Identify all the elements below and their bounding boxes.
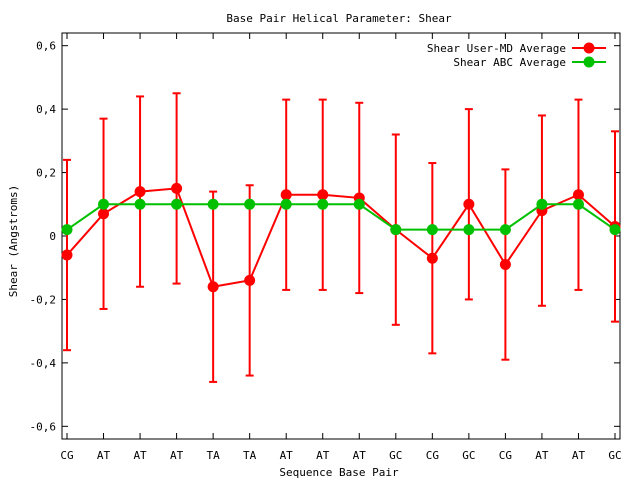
series-line xyxy=(66,203,616,231)
series-line xyxy=(66,187,616,288)
y-tick-label: -0,2 xyxy=(30,293,57,306)
data-point xyxy=(134,198,146,210)
legend-label: Shear ABC Average xyxy=(453,56,566,69)
data-point xyxy=(207,281,219,293)
legend-marker xyxy=(583,42,595,54)
y-tick-label: -0,4 xyxy=(30,357,57,370)
x-axis-label: Sequence Base Pair xyxy=(279,466,399,479)
data-point xyxy=(463,198,475,210)
data-point xyxy=(171,182,183,194)
y-tick-label: 0,2 xyxy=(36,167,56,180)
data-point xyxy=(390,224,402,236)
data-point xyxy=(171,198,183,210)
y-axis-ticks: -0,6 -0,4 -0,2 0 0,2 0,4 0,6 xyxy=(30,40,620,433)
x-tick-label: AT xyxy=(353,449,367,462)
x-tick-label: AT xyxy=(97,449,111,462)
data-point xyxy=(499,224,511,236)
plot-frame xyxy=(61,32,621,440)
data-point xyxy=(536,198,548,210)
data-point xyxy=(244,198,256,210)
data-point xyxy=(317,189,329,201)
y-tick-label: 0,4 xyxy=(36,103,56,116)
data-point xyxy=(280,198,292,210)
data-point xyxy=(426,252,438,264)
x-tick-label: GC xyxy=(462,449,475,462)
data-point xyxy=(207,198,219,210)
chart-title: Base Pair Helical Parameter: Shear xyxy=(226,12,452,25)
data-point xyxy=(609,224,621,236)
x-tick-label: TA xyxy=(207,449,221,462)
y-tick-label: 0 xyxy=(49,230,56,243)
x-tick-label: CG xyxy=(499,449,512,462)
data-point xyxy=(463,224,475,236)
x-tick-label: TA xyxy=(243,449,257,462)
y-tick-label: -0,6 xyxy=(30,420,57,433)
x-tick-label: AT xyxy=(316,449,330,462)
x-tick-label: AT xyxy=(572,449,586,462)
x-tick-label: CG xyxy=(60,449,73,462)
y-tick-label: 0,6 xyxy=(36,40,56,53)
data-point xyxy=(98,208,110,220)
legend-label: Shear User-MD Average xyxy=(427,42,566,55)
data-point xyxy=(499,259,511,271)
data-point xyxy=(61,224,73,236)
data-point xyxy=(280,189,292,201)
legend-marker xyxy=(583,56,595,68)
x-axis-ticks: CG AT AT AT TA TA AT AT AT GC CG GC CG AT AT GC xyxy=(60,33,622,462)
x-tick-label: AT xyxy=(535,449,549,462)
data-point xyxy=(572,198,584,210)
data-point xyxy=(572,189,584,201)
series-layer xyxy=(61,92,621,383)
data-point xyxy=(426,224,438,236)
series-1 xyxy=(61,92,621,383)
x-tick-label: AT xyxy=(280,449,294,462)
x-tick-label: GC xyxy=(389,449,402,462)
series-2 xyxy=(61,198,621,236)
x-tick-label: CG xyxy=(426,449,439,462)
data-point xyxy=(353,198,365,210)
data-point xyxy=(244,274,256,286)
x-tick-label: AT xyxy=(133,449,147,462)
data-point xyxy=(61,249,73,261)
x-tick-label: AT xyxy=(170,449,184,462)
data-point xyxy=(134,186,146,198)
y-axis-label: Shear (Angstroms) xyxy=(7,185,20,298)
x-tick-label: GC xyxy=(608,449,621,462)
data-point xyxy=(98,198,110,210)
data-point xyxy=(317,198,329,210)
